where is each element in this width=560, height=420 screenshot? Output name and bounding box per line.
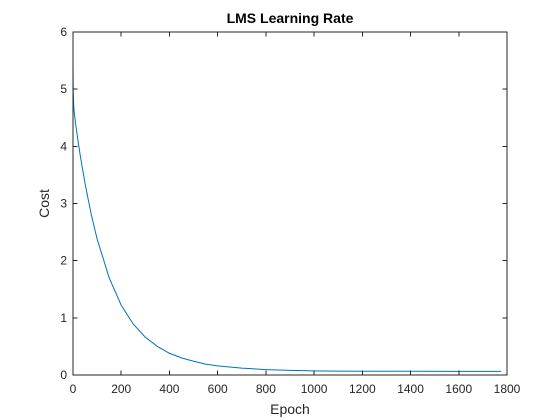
y-tick-label-0: 0 xyxy=(60,368,67,382)
x-axis-label: Epoch xyxy=(270,401,310,417)
x-tick-label-5: 1000 xyxy=(301,382,328,396)
x-tick-label-4: 800 xyxy=(256,382,276,396)
x-tick-label-2: 400 xyxy=(159,382,179,396)
chart-title: LMS Learning Rate xyxy=(227,10,354,26)
series-line-0 xyxy=(72,63,502,372)
x-tick-label-0: 0 xyxy=(70,382,77,396)
x-tick-label-7: 1400 xyxy=(397,382,424,396)
x-tick-label-3: 600 xyxy=(208,382,228,396)
y-tick-label-5: 5 xyxy=(60,82,67,96)
y-tick-label-2: 2 xyxy=(60,254,67,268)
plot-area xyxy=(73,32,507,375)
ticks-layer: 0 200 400 600 800 1000 1200 1400 1600 1800 0 1 2 3 4 5 6 xyxy=(60,25,520,396)
x-tick-label-1: 200 xyxy=(111,382,131,396)
series-layer xyxy=(72,63,502,372)
x-tick-label-9: 1800 xyxy=(494,382,521,396)
y-tick-label-4: 4 xyxy=(60,139,67,153)
x-tick-label-6: 1200 xyxy=(349,382,376,396)
y-tick-label-6: 6 xyxy=(60,25,67,39)
y-tick-label-3: 3 xyxy=(60,197,67,211)
y-tick-label-1: 1 xyxy=(60,311,67,325)
y-axis-label: Cost xyxy=(36,189,52,218)
x-tick-label-8: 1600 xyxy=(445,382,472,396)
